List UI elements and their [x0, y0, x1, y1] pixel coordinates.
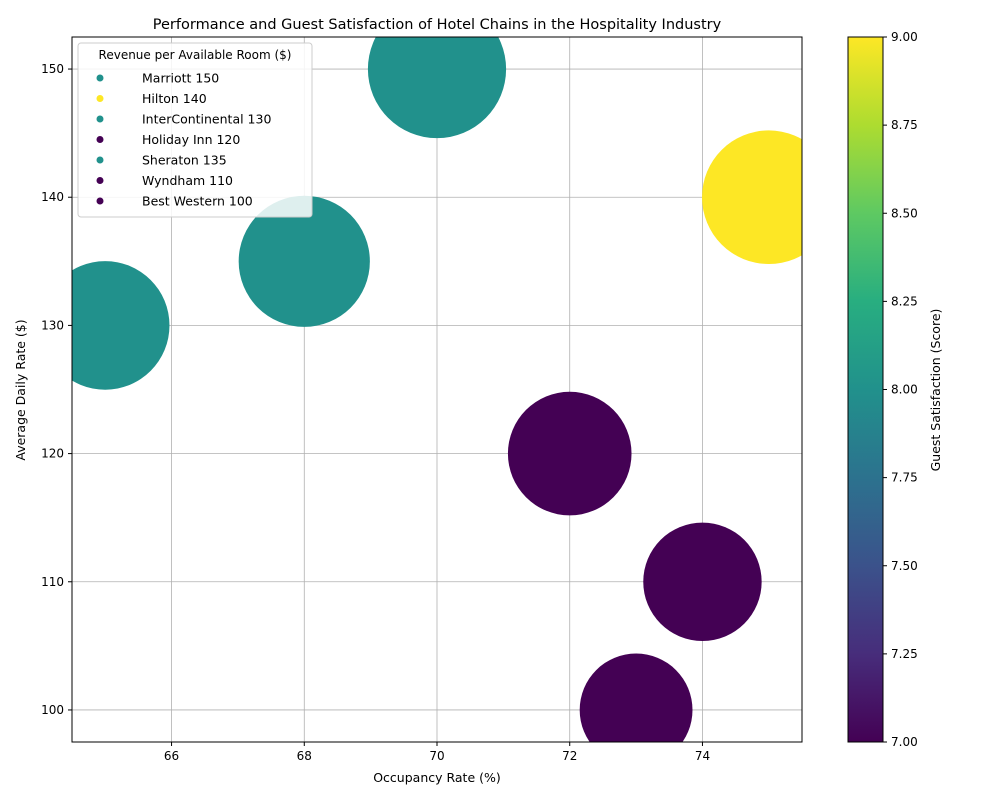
- legend-entry: Sheraton 135: [142, 153, 227, 168]
- x-tick-label: 70: [429, 749, 444, 763]
- x-tick-label: 74: [695, 749, 710, 763]
- colorbar-tick-label: 8.25: [891, 294, 918, 308]
- colorbar-tick-label: 8.50: [891, 206, 918, 220]
- colorbar-tick-label: 7.50: [891, 559, 918, 573]
- legend-entry: Wyndham 110: [142, 173, 233, 188]
- y-axis-label: Average Daily Rate ($): [13, 319, 28, 460]
- legend-marker: [96, 197, 104, 205]
- colorbar-tick-label: 7.00: [891, 735, 918, 749]
- x-tick-label: 66: [164, 749, 179, 763]
- bubble-point: [367, 37, 507, 139]
- legend-title: Revenue per Available Room ($): [99, 48, 292, 62]
- legend-marker: [96, 177, 104, 184]
- colorbar-gradient: [848, 37, 883, 742]
- legend-marker: [96, 74, 104, 82]
- y-tick-label: 120: [41, 447, 64, 461]
- legend-marker: [96, 95, 104, 102]
- bubble-point: [72, 261, 170, 390]
- legend-entry: Holiday Inn 120: [142, 132, 240, 147]
- legend-entry: Best Western 100: [142, 194, 253, 209]
- legend-box: [77, 42, 313, 218]
- y-tick-label: 110: [41, 575, 64, 589]
- legend-items: Marriott 150 Hilton 140 InterContinental 1…: [96, 71, 271, 209]
- legend-entry: Marriott 150: [142, 71, 219, 86]
- colorbar-tick-label: 8.75: [891, 118, 918, 132]
- bubble-point: [643, 522, 762, 641]
- x-tick-label: 68: [297, 749, 312, 763]
- bubble-point: [507, 391, 632, 516]
- axis-ticks: 66 68 70 72 74 100 110 120 130 140 150: [41, 62, 710, 763]
- x-tick-label: 72: [562, 749, 577, 763]
- y-tick-label: 150: [41, 62, 64, 76]
- bubble-point: [702, 130, 802, 265]
- legend-marker: [96, 156, 104, 164]
- colorbar-label: Guest Satisfaction (Score): [928, 309, 943, 472]
- y-tick-label: 130: [41, 318, 64, 332]
- legend-marker: [96, 136, 104, 143]
- legend-entry: Hilton 140: [142, 91, 207, 106]
- colorbar-tick-label: 7.25: [891, 647, 918, 661]
- legend: Revenue per Available Room ($) Marriott …: [77, 42, 313, 218]
- x-axis-label: Occupancy Rate (%): [373, 770, 501, 785]
- legend-entry: InterContinental 130: [142, 112, 271, 127]
- colorbar-tick-label: 8.00: [891, 383, 918, 397]
- y-tick-label: 100: [41, 703, 64, 717]
- bubble-layer: [72, 37, 802, 742]
- colorbar-ticks: 7.00 7.25 7.50 7.75 8.00 8.25 8.50 8.75 9.00: [883, 30, 918, 749]
- colorbar-tick-label: 9.00: [891, 30, 918, 44]
- y-tick-label: 140: [41, 190, 64, 204]
- bubble-point: [579, 653, 693, 742]
- legend-marker: [96, 115, 104, 123]
- bubble-point: [238, 195, 370, 327]
- colorbar-tick-label: 7.75: [891, 471, 918, 485]
- colorbar: 7.00 7.25 7.50 7.75 8.00 8.25 8.50 8.75 9.00 Gue…: [847, 30, 943, 749]
- chart-title: Performance and Guest Satisfaction of Ho…: [153, 17, 722, 33]
